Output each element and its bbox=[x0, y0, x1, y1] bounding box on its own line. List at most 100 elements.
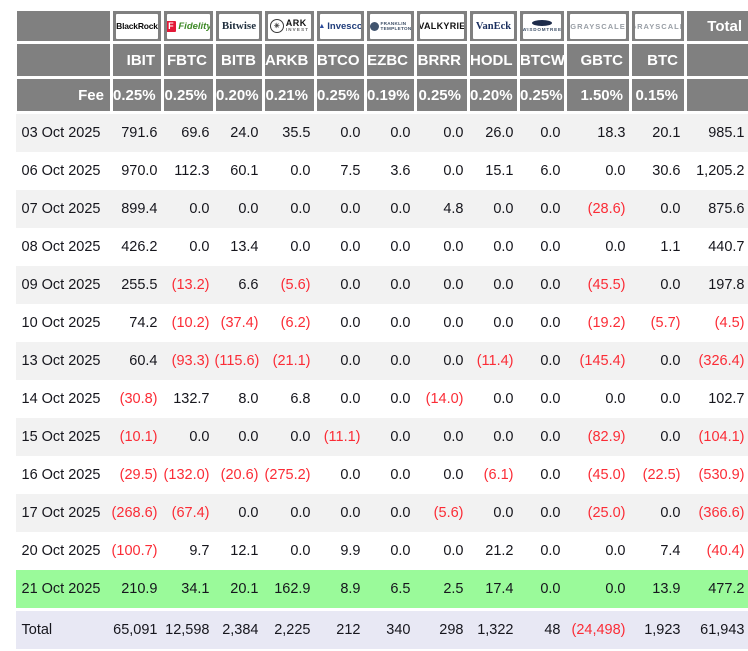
flow-cell: (115.6) bbox=[214, 353, 260, 369]
table-row: 09 Oct 2025 255.5 (13.2) 6.6 (5.6) 0.0 0.0 0.0 0… bbox=[15, 266, 748, 304]
invesco-logo: ▲ Invesco bbox=[320, 13, 361, 39]
date-cell: 06 Oct 2025 bbox=[21, 163, 101, 179]
flow-cell: (100.7) bbox=[111, 543, 158, 559]
flow-cell: 0.0 bbox=[493, 505, 514, 521]
flow-cell: 0.0 bbox=[443, 277, 464, 293]
flow-cell: (145.4) bbox=[579, 353, 626, 369]
flow-cell: 0.0 bbox=[290, 201, 311, 217]
fee-cell: 0.20% bbox=[213, 76, 265, 114]
flow-cell: 9.7 bbox=[189, 543, 210, 559]
flow-cell: (29.5) bbox=[119, 467, 158, 483]
flow-cell: 0.0 bbox=[660, 353, 681, 369]
flow-cell: 6.6 bbox=[238, 277, 259, 293]
flow-cell: 0.0 bbox=[189, 429, 210, 445]
flow-cell: 0.0 bbox=[340, 125, 361, 141]
fee-cell: 0.15% bbox=[629, 76, 687, 114]
flow-cell: 26.0 bbox=[485, 125, 514, 141]
flow-cell: (28.6) bbox=[587, 201, 626, 217]
total-flow-cell: 2,225 bbox=[263, 608, 316, 649]
flow-cell: 0.0 bbox=[390, 201, 411, 217]
flow-cell: 12.1 bbox=[230, 543, 259, 559]
total-row-label: Total bbox=[15, 608, 112, 649]
flow-cell: (10.2) bbox=[171, 315, 210, 331]
fee-row: Fee 0.25% 0.25% 0.20% 0.21% 0.25% 0.19% 0.25% 0.… bbox=[14, 76, 748, 114]
etf-flow-table: BlackRock F Fidelity Bitwise ✳ ARK INVEST ▲ Inve… bbox=[14, 8, 748, 649]
flow-cell: 8.9 bbox=[315, 570, 366, 610]
flow-cell: 17.4 bbox=[468, 570, 519, 610]
flow-cell: (45.0) bbox=[587, 467, 626, 483]
flow-cell: (5.6) bbox=[433, 505, 464, 521]
flow-cell: 24.0 bbox=[230, 125, 259, 141]
date-cell: 03 Oct 2025 bbox=[21, 125, 101, 141]
table-row: 16 Oct 2025 (29.5) (132.0) (20.6) (275.2) 0.0… bbox=[16, 456, 748, 494]
row-total-cell: 477.2 bbox=[685, 570, 748, 610]
valkyrie-logo-cell: VALKYRIE bbox=[414, 8, 470, 44]
row-total-cell: 875.6 bbox=[708, 201, 745, 217]
flow-cell: 9.9 bbox=[340, 543, 361, 559]
flow-cell: (13.2) bbox=[171, 277, 210, 293]
bitwise-logo: Bitwise bbox=[219, 13, 259, 39]
flow-cell: 3.6 bbox=[390, 163, 411, 179]
date-cell: 21 Oct 2025 bbox=[15, 570, 112, 610]
flow-cell: 0.0 bbox=[189, 201, 210, 217]
flow-cell: 791.6 bbox=[121, 125, 158, 141]
flow-cell: 0.0 bbox=[443, 239, 464, 255]
fee-cell: 0.25% bbox=[517, 76, 567, 114]
ticker-header: IBIT bbox=[110, 41, 164, 79]
invesco-logo-cell: ▲ Invesco bbox=[314, 8, 367, 44]
flow-cell: (11.4) bbox=[476, 353, 514, 369]
blackrock-logo: BlackRock bbox=[116, 13, 158, 39]
flow-cell: 6.5 bbox=[365, 570, 416, 610]
flow-cell: 18.3 bbox=[597, 125, 626, 141]
flow-cell: 30.6 bbox=[652, 163, 681, 179]
flow-cell: 0.0 bbox=[443, 467, 464, 483]
row-total-cell: (366.6) bbox=[698, 505, 745, 521]
row-total-cell: (530.9) bbox=[698, 467, 745, 483]
table-row: 20 Oct 2025 (100.7) 9.7 12.1 0.0 9.9 0.0 0.0 21.… bbox=[16, 532, 748, 570]
flow-cell: (6.2) bbox=[280, 315, 311, 331]
flow-cell: 0.0 bbox=[340, 277, 361, 293]
flow-cell: 0.0 bbox=[540, 429, 561, 445]
flow-cell: 20.1 bbox=[652, 125, 681, 141]
row-total-cell: (40.4) bbox=[706, 543, 745, 559]
flow-cell: 132.7 bbox=[173, 391, 210, 407]
flow-cell: 0.0 bbox=[390, 315, 411, 331]
fidelity-logo-cell: F Fidelity bbox=[161, 8, 216, 44]
flow-cell: 0.0 bbox=[290, 429, 311, 445]
flow-cell: 0.0 bbox=[390, 543, 411, 559]
flow-cell: 0.0 bbox=[660, 277, 681, 293]
table-row: 10 Oct 2025 74.2 (10.2) (37.4) (6.2) 0.0 0.0 0.… bbox=[16, 304, 748, 342]
flow-cell: 0.0 bbox=[443, 429, 464, 445]
wisdomtree-logo-cell: WISDOMTREE bbox=[517, 8, 567, 44]
flow-cell: 74.2 bbox=[129, 315, 158, 331]
total-row: Total 65,091 12,598 2,384 2,225 212 340 298 1,32… bbox=[15, 608, 748, 649]
total-flow-cell: 48 bbox=[518, 608, 566, 649]
ticker-header: BTC bbox=[629, 41, 687, 79]
flow-cell: 0.0 bbox=[540, 315, 561, 331]
flow-cell: (14.0) bbox=[425, 391, 464, 407]
flow-cell: 0.0 bbox=[340, 505, 361, 521]
ticker-header: BRRR bbox=[414, 41, 470, 79]
flow-cell: 0.0 bbox=[605, 239, 626, 255]
flow-cell: 0.0 bbox=[290, 543, 311, 559]
flow-cell: 0.0 bbox=[660, 201, 681, 217]
flow-cell: 0.0 bbox=[443, 163, 464, 179]
flow-cell: 13.4 bbox=[230, 239, 259, 255]
total-flow-cell: 12,598 bbox=[162, 608, 215, 649]
flow-cell: 7.5 bbox=[340, 163, 361, 179]
flow-cell: 0.0 bbox=[340, 201, 361, 217]
flow-cell: 0.0 bbox=[390, 505, 411, 521]
ticker-header: ARKB bbox=[262, 41, 317, 79]
grand-total-cell: 61,943 bbox=[685, 608, 748, 649]
flow-cell: 210.9 bbox=[111, 570, 163, 610]
flow-cell: 34.1 bbox=[162, 570, 215, 610]
ticker-header: FBTC bbox=[161, 41, 216, 79]
fee-label: Fee bbox=[14, 76, 113, 114]
vaneck-logo-cell: VanEck bbox=[467, 8, 520, 44]
flow-cell: 0.0 bbox=[660, 391, 681, 407]
flow-cell: (20.6) bbox=[220, 467, 259, 483]
flow-cell: (11.1) bbox=[323, 429, 361, 445]
flow-cell: 0.0 bbox=[390, 467, 411, 483]
date-cell: 16 Oct 2025 bbox=[21, 467, 101, 483]
